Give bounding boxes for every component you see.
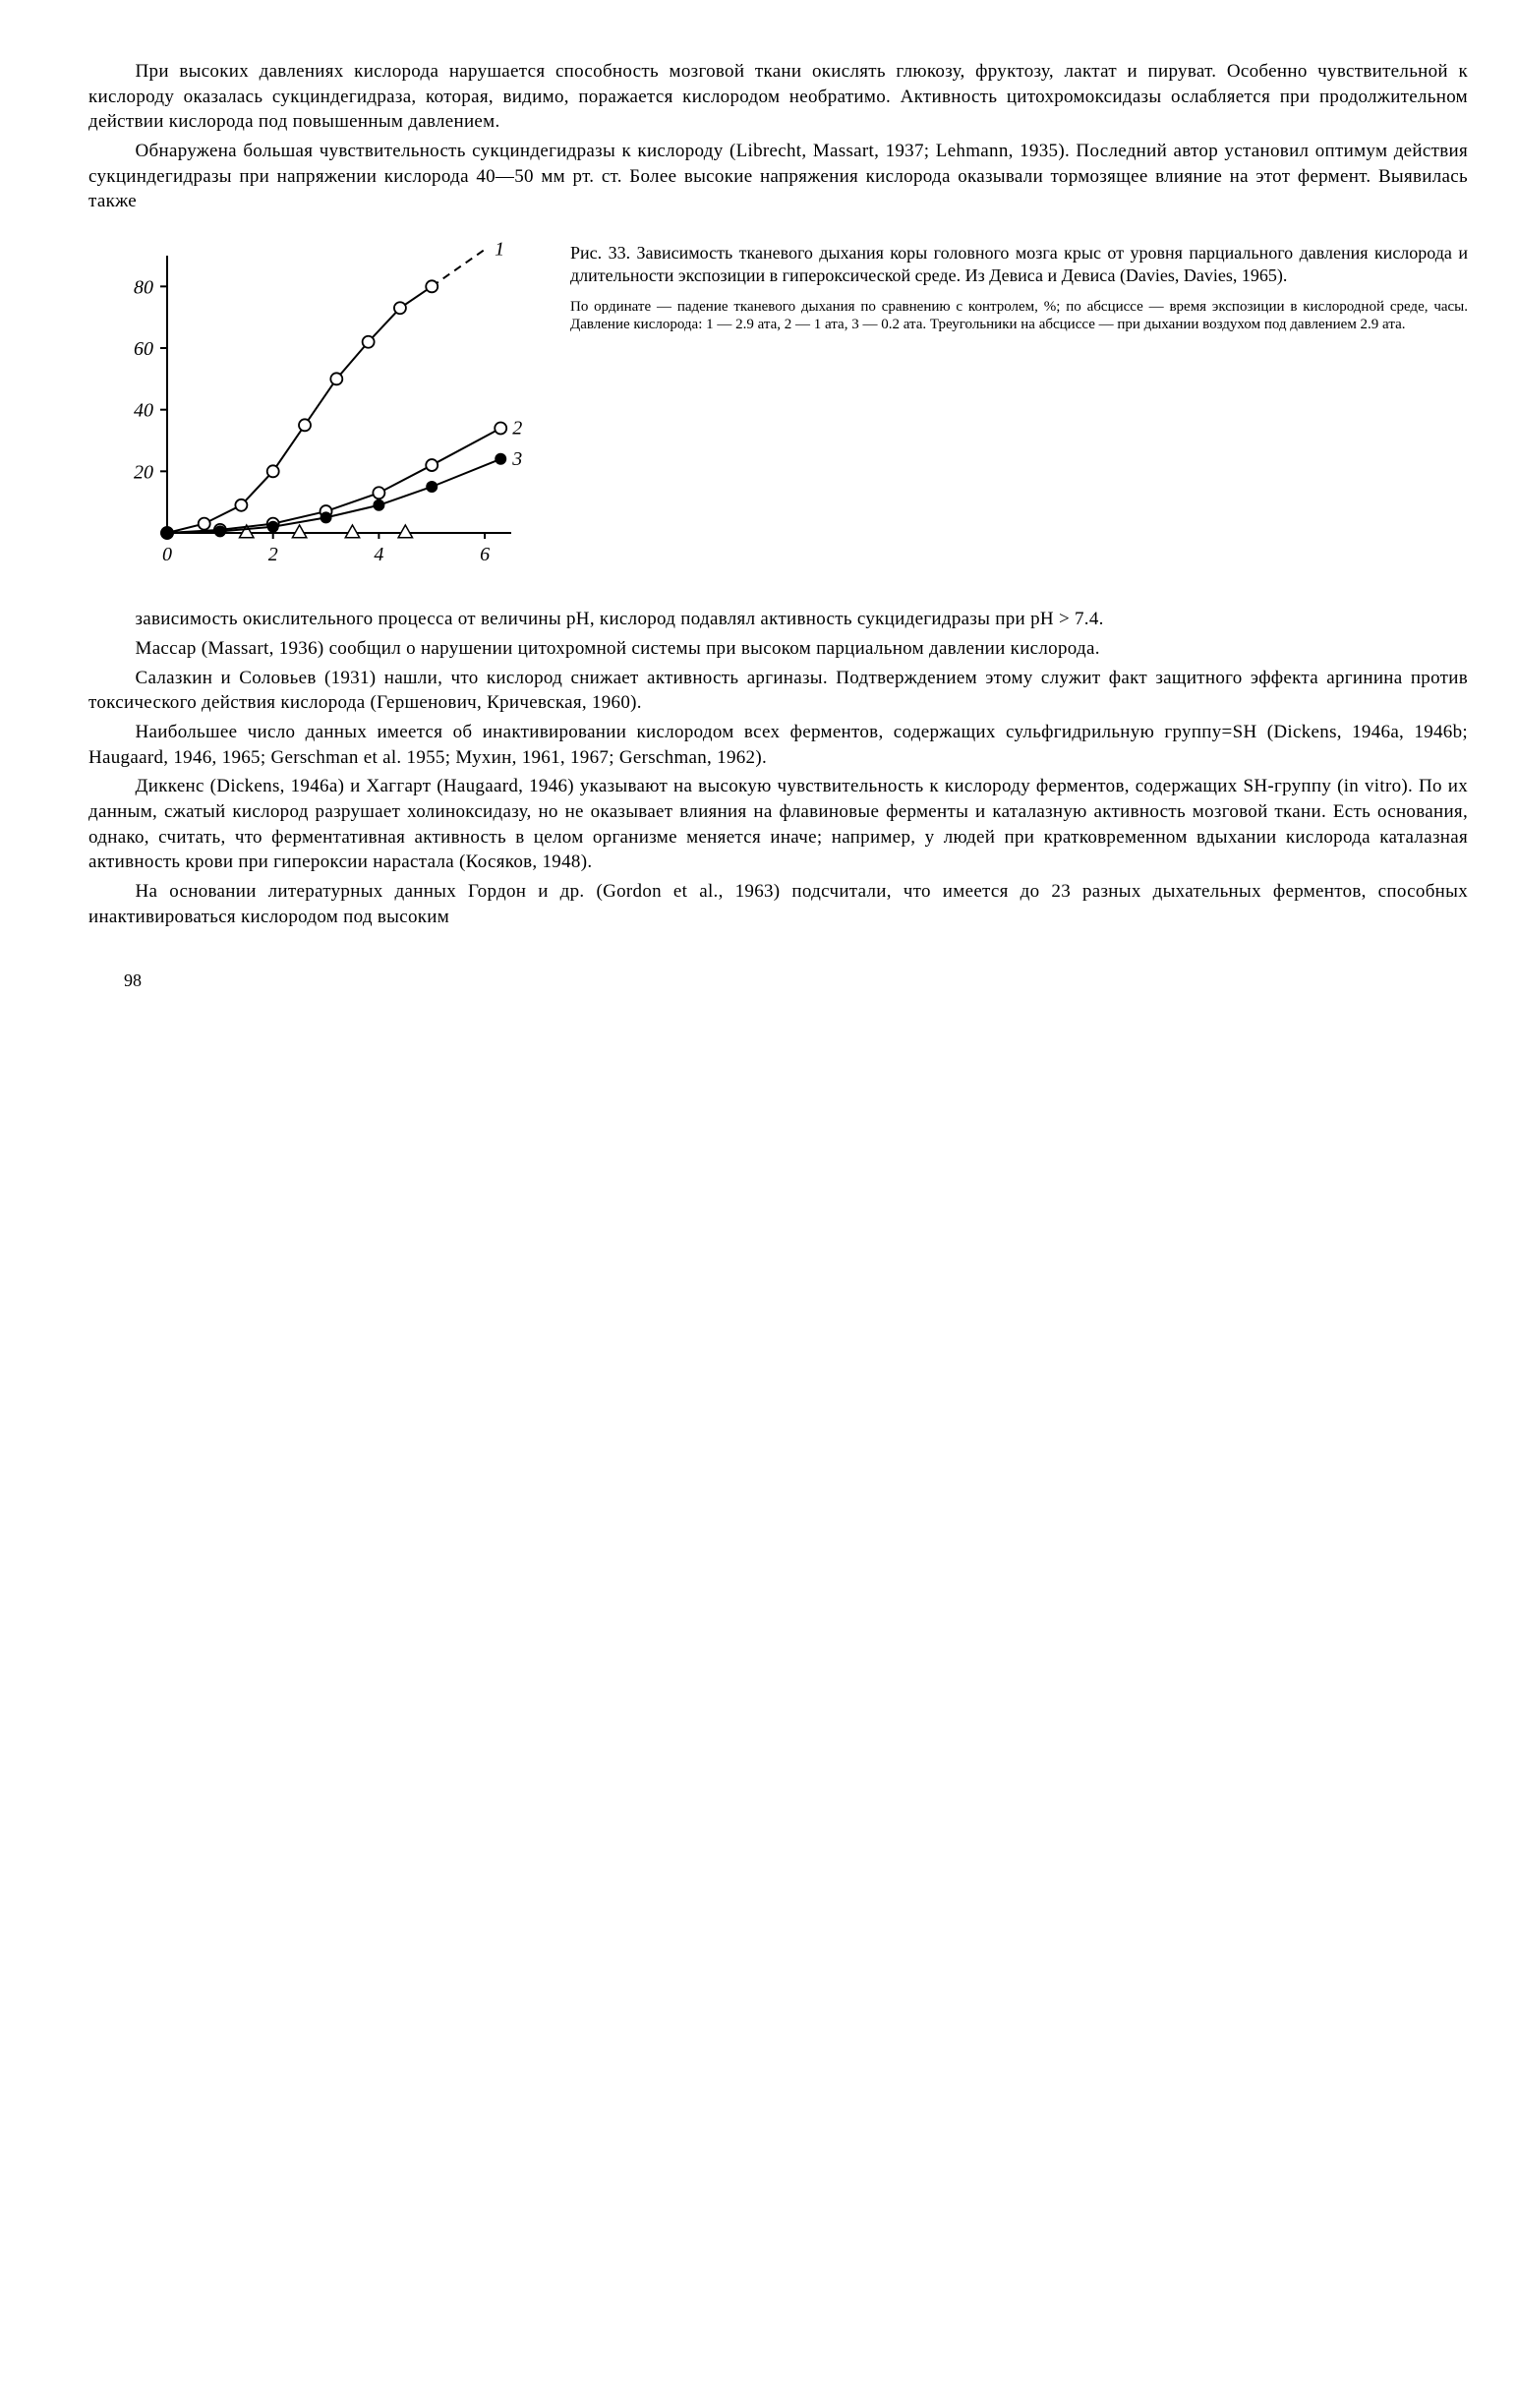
figure-chart: 20 40 60 80 0 2 4 6 1 2 3 [108,238,541,580]
paragraph: Наибольшее число данных имеется об инакт… [88,720,1468,770]
svg-text:6: 6 [480,544,490,565]
chart-svg: 20 40 60 80 0 2 4 6 1 2 3 [108,238,541,572]
svg-text:2: 2 [512,417,522,439]
paragraph: Массар (Massart, 1936) сообщил о нарушен… [88,636,1468,662]
paragraph: зависимость окислительного процесса от в… [88,607,1468,632]
page-number: 98 [88,969,1468,992]
paragraph: Салазкин и Соловьев (1931) нашли, что ки… [88,666,1468,716]
svg-text:3: 3 [511,448,522,470]
paragraph: Диккенс (Dickens, 1946a) и Хаггарт (Haug… [88,774,1468,875]
paragraph: Обнаружена большая чувствительность сукц… [88,139,1468,214]
svg-text:0: 0 [162,544,172,565]
svg-text:4: 4 [374,544,383,565]
paragraph: При высоких давлениях кислорода нарушает… [88,59,1468,135]
paragraph: На основании литературных данных Гордон … [88,879,1468,929]
svg-text:1: 1 [495,239,504,261]
svg-text:2: 2 [268,544,278,565]
svg-text:20: 20 [134,461,153,483]
figure-caption-legend: По ординате — падение тканевого дыхания … [570,298,1468,335]
figure-caption-main: Рис. 33. Зависимость тканевого дыхания к… [570,242,1468,288]
svg-text:80: 80 [134,276,153,298]
svg-text:40: 40 [134,400,153,422]
svg-text:60: 60 [134,338,153,360]
figure-33: 20 40 60 80 0 2 4 6 1 2 3 Рис. 33. Зависимость тка… [88,238,1468,580]
figure-caption: Рис. 33. Зависимость тканевого дыхания к… [570,238,1468,334]
